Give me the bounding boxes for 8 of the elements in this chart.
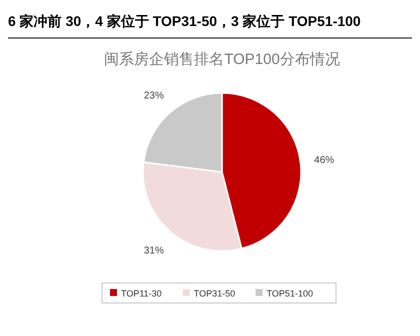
title: 闽系房企销售排名TOP100分布情况: [104, 51, 340, 68]
legend-label: TOP31-50: [194, 288, 236, 298]
label: 46%: [314, 155, 334, 166]
legend-label: TOP51-100: [266, 288, 313, 298]
legend-label: TOP11-30: [121, 288, 162, 298]
label: 23%: [144, 90, 164, 102]
label: 31%: [144, 245, 164, 256]
subtitle: 6 家冲前 30，4 家位于 TOP31-50，3 家位于 TOP51-100: [8, 13, 361, 29]
